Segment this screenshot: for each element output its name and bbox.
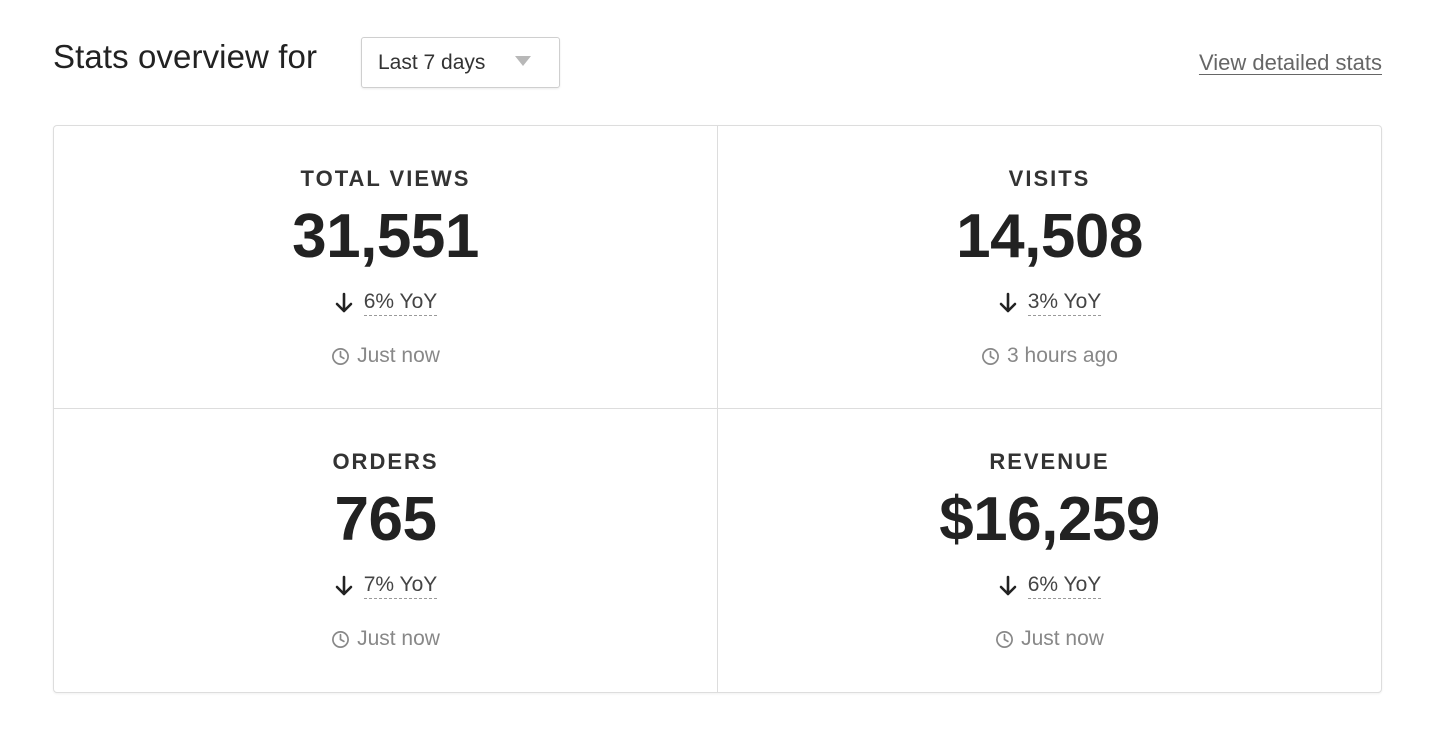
stat-value: 31,551 [292, 202, 479, 271]
stat-card-revenue: REVENUE $16,259 6% YoY Just now [718, 409, 1381, 692]
stat-label: VISITS [1008, 166, 1091, 191]
stat-change: 6% YoY [54, 287, 717, 319]
stat-card-orders: ORDERS 765 7% YoY Just now [54, 409, 718, 692]
page-title: Stats overview for [53, 38, 318, 75]
stat-label: REVENUE [989, 449, 1110, 474]
stat-updated: Just now [54, 627, 717, 651]
clock-icon [332, 347, 350, 365]
stat-change: 3% YoY [718, 287, 1381, 319]
updated-time: 3 hours ago [1007, 344, 1118, 367]
yoy-change[interactable]: 3% YoY [1027, 290, 1102, 316]
clock-icon [982, 347, 999, 365]
stat-card-total-views: TOTAL VIEWS 31,551 6% YoY Just now [54, 126, 718, 409]
stat-updated: Just now [718, 627, 1381, 651]
arrow-down-icon [335, 292, 353, 313]
date-range-select[interactable]: Last 7 days [361, 37, 560, 88]
stats-header: Stats overview for Last 7 days View deta… [53, 36, 1382, 92]
yoy-change[interactable]: 6% YoY [363, 290, 438, 316]
clock-icon [996, 630, 1014, 648]
yoy-change[interactable]: 7% YoY [363, 573, 438, 599]
date-range-value: Last 7 days [378, 51, 486, 74]
stat-value: 14,508 [956, 202, 1143, 271]
stat-change: 7% YoY [54, 570, 717, 602]
view-detailed-stats-link[interactable]: View detailed stats [1198, 50, 1382, 75]
updated-time: Just now [357, 344, 440, 367]
stat-change: 6% YoY [718, 570, 1381, 602]
stat-updated: 3 hours ago [718, 344, 1381, 368]
stat-card-visits: VISITS 14,508 3% YoY 3 hours ago [718, 126, 1381, 409]
stats-grid: TOTAL VIEWS 31,551 6% YoY Just now VISIT… [53, 125, 1382, 693]
stat-value: 765 [334, 485, 437, 554]
stat-label: TOTAL VIEWS [300, 166, 471, 191]
chevron-down-icon [515, 56, 531, 66]
clock-icon [332, 630, 350, 648]
stat-label: ORDERS [332, 449, 439, 474]
arrow-down-icon [999, 575, 1017, 596]
arrow-down-icon [335, 575, 353, 596]
yoy-change[interactable]: 6% YoY [1027, 573, 1102, 599]
stat-updated: Just now [54, 344, 717, 368]
updated-time: Just now [1021, 627, 1104, 650]
arrow-down-icon [999, 292, 1017, 313]
stat-value: $16,259 [939, 485, 1160, 554]
updated-time: Just now [357, 627, 440, 650]
